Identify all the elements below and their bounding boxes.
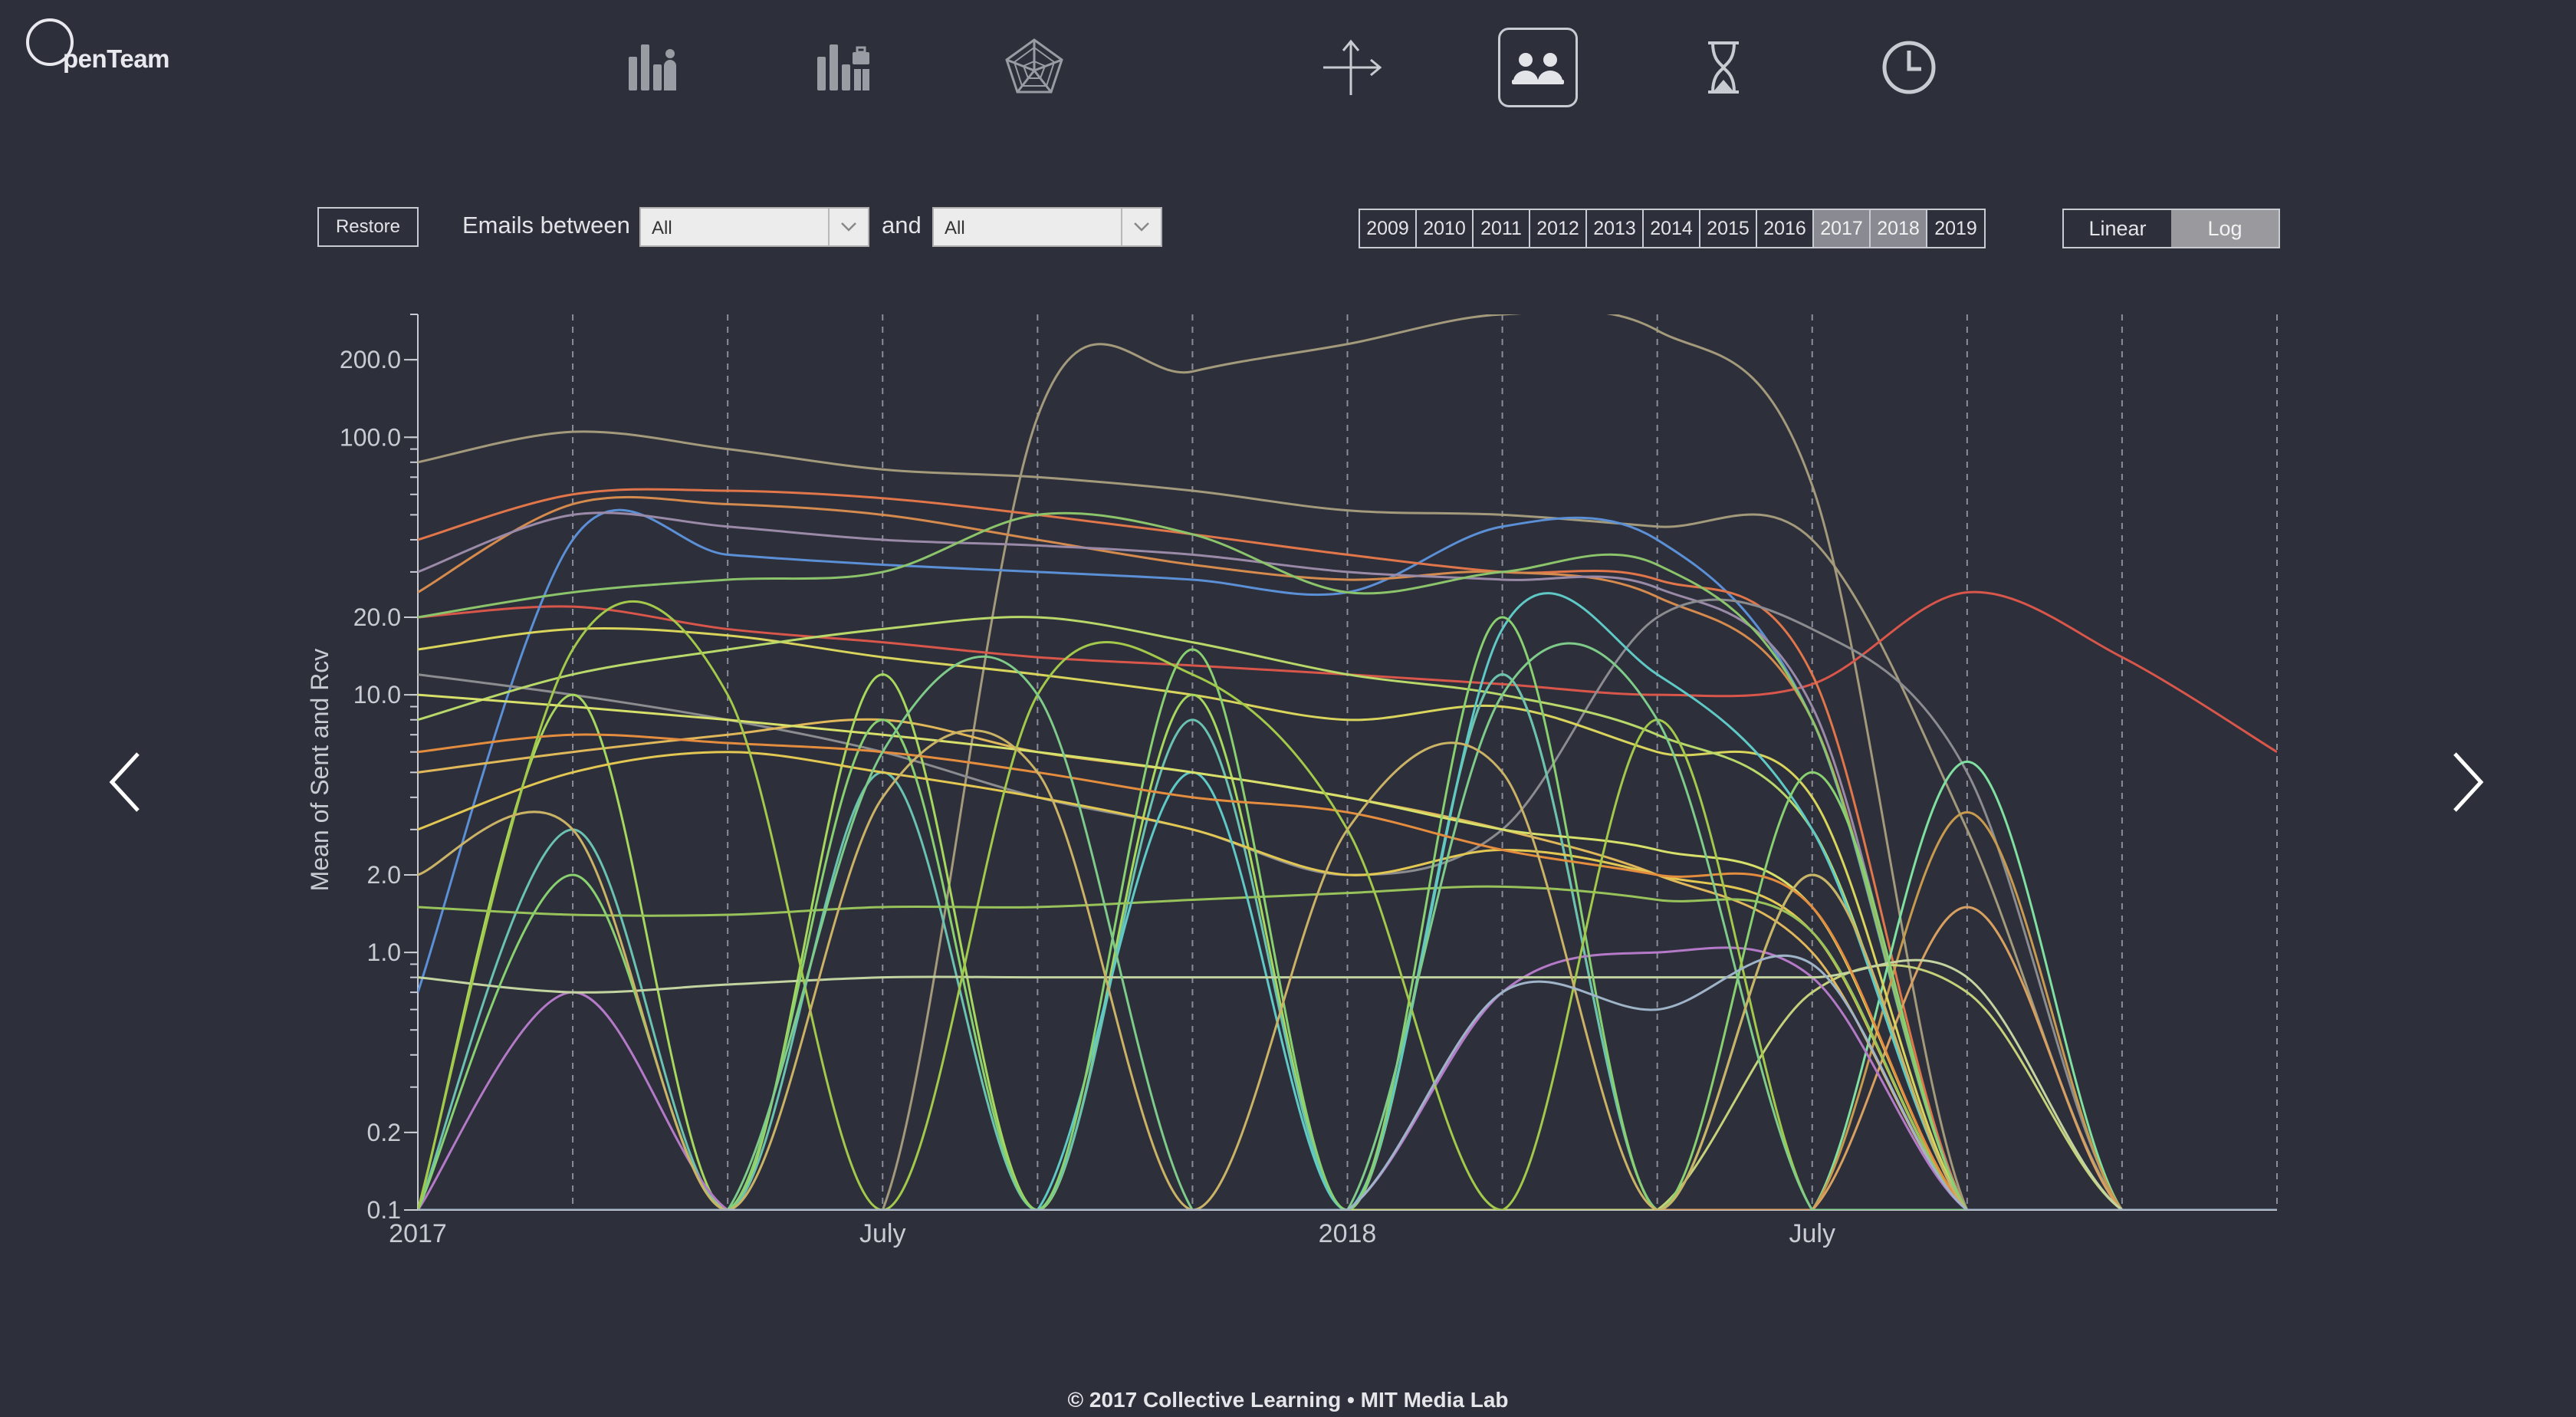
year-2011[interactable]: 2011 <box>1474 210 1530 247</box>
y-tick-label: 20.0 <box>353 603 401 631</box>
network-axes-icon[interactable] <box>1311 28 1391 107</box>
year-2018[interactable]: 2018 <box>1871 210 1927 247</box>
restore-button[interactable]: Restore <box>317 207 419 247</box>
y-tick-label: 10.0 <box>353 681 401 708</box>
series-group <box>418 311 2277 1210</box>
from-select-value: All <box>652 218 672 238</box>
y-tick-label: 1.0 <box>367 939 401 966</box>
y-axis-label: Mean of Sent and Rcv <box>306 649 334 892</box>
chevron-down-icon <box>828 209 868 245</box>
people-icon[interactable] <box>1498 28 1578 107</box>
y-tick-label: 2.0 <box>367 861 401 889</box>
filter-controls: Restore Emails between All and All 2009 2… <box>0 207 2576 253</box>
year-2019[interactable]: 2019 <box>1934 217 1977 239</box>
series-line-9[interactable] <box>418 760 2277 1210</box>
y-tick-label: 200.0 <box>340 346 401 373</box>
y-tick-label: 0.2 <box>367 1119 401 1146</box>
logo-text: penTeam <box>63 44 169 73</box>
series-line-11[interactable] <box>418 906 2277 1210</box>
year-2012[interactable]: 2012 <box>1530 210 1587 247</box>
series-line-12[interactable] <box>418 964 2277 1210</box>
radar-chart-icon[interactable] <box>994 28 1074 107</box>
year-selector: 2009 2010 2011 2012 2013 2014 2015 2016 2017 2018… <box>1359 209 1986 248</box>
series-line-29[interactable] <box>418 954 2277 1210</box>
emails-between-label: Emails between <box>462 212 630 238</box>
to-select[interactable]: All <box>932 207 1162 247</box>
series-line-0[interactable] <box>418 430 2277 1210</box>
series-line-10[interactable] <box>418 810 2277 1210</box>
footer-text: © 2017 Collective Learning • MIT Media L… <box>1067 1388 1509 1412</box>
scale-linear[interactable]: Linear <box>2088 216 2147 240</box>
year-2009[interactable]: 2009 <box>1360 210 1417 247</box>
year-2013[interactable]: 2013 <box>1587 210 1644 247</box>
chevron-down-icon <box>1121 209 1161 245</box>
to-select-value: All <box>945 218 965 238</box>
series-line-14[interactable] <box>418 616 2277 1210</box>
team-bar-chart-icon[interactable] <box>618 28 698 107</box>
x-tick-label: 2018 <box>1319 1219 1377 1248</box>
year-2014[interactable]: 2014 <box>1644 210 1700 247</box>
x-tick-label: July <box>859 1219 905 1248</box>
x-tick-label: July <box>1789 1219 1835 1248</box>
previous-arrow-icon[interactable] <box>103 748 149 817</box>
scale-toggle: Linear Log <box>2062 209 2280 248</box>
logo-ring <box>26 18 74 66</box>
series-line-26[interactable] <box>418 600 2277 1210</box>
year-2010[interactable]: 2010 <box>1417 210 1474 247</box>
clock-icon[interactable] <box>1869 28 1949 107</box>
series-line-24[interactable] <box>418 616 2277 1210</box>
from-select[interactable]: All <box>639 207 869 247</box>
hourglass-icon[interactable] <box>1684 28 1763 107</box>
series-line-23[interactable] <box>418 958 2277 1210</box>
year-2017[interactable]: 2017 <box>1814 210 1871 247</box>
y-tick-label: 100.0 <box>340 423 401 451</box>
year-2015[interactable]: 2015 <box>1700 210 1757 247</box>
scale-log[interactable]: Log <box>2171 210 2279 247</box>
project-bar-chart-icon[interactable] <box>807 28 886 107</box>
series-line-7[interactable] <box>418 598 2277 1210</box>
y-tick-label: 0.1 <box>367 1196 401 1224</box>
x-tick-label: 2017 <box>389 1219 447 1248</box>
and-label: and <box>882 212 922 238</box>
series-line-1[interactable] <box>418 311 2277 1210</box>
next-arrow-icon[interactable] <box>2444 748 2490 817</box>
year-2016[interactable]: 2016 <box>1757 210 1814 247</box>
